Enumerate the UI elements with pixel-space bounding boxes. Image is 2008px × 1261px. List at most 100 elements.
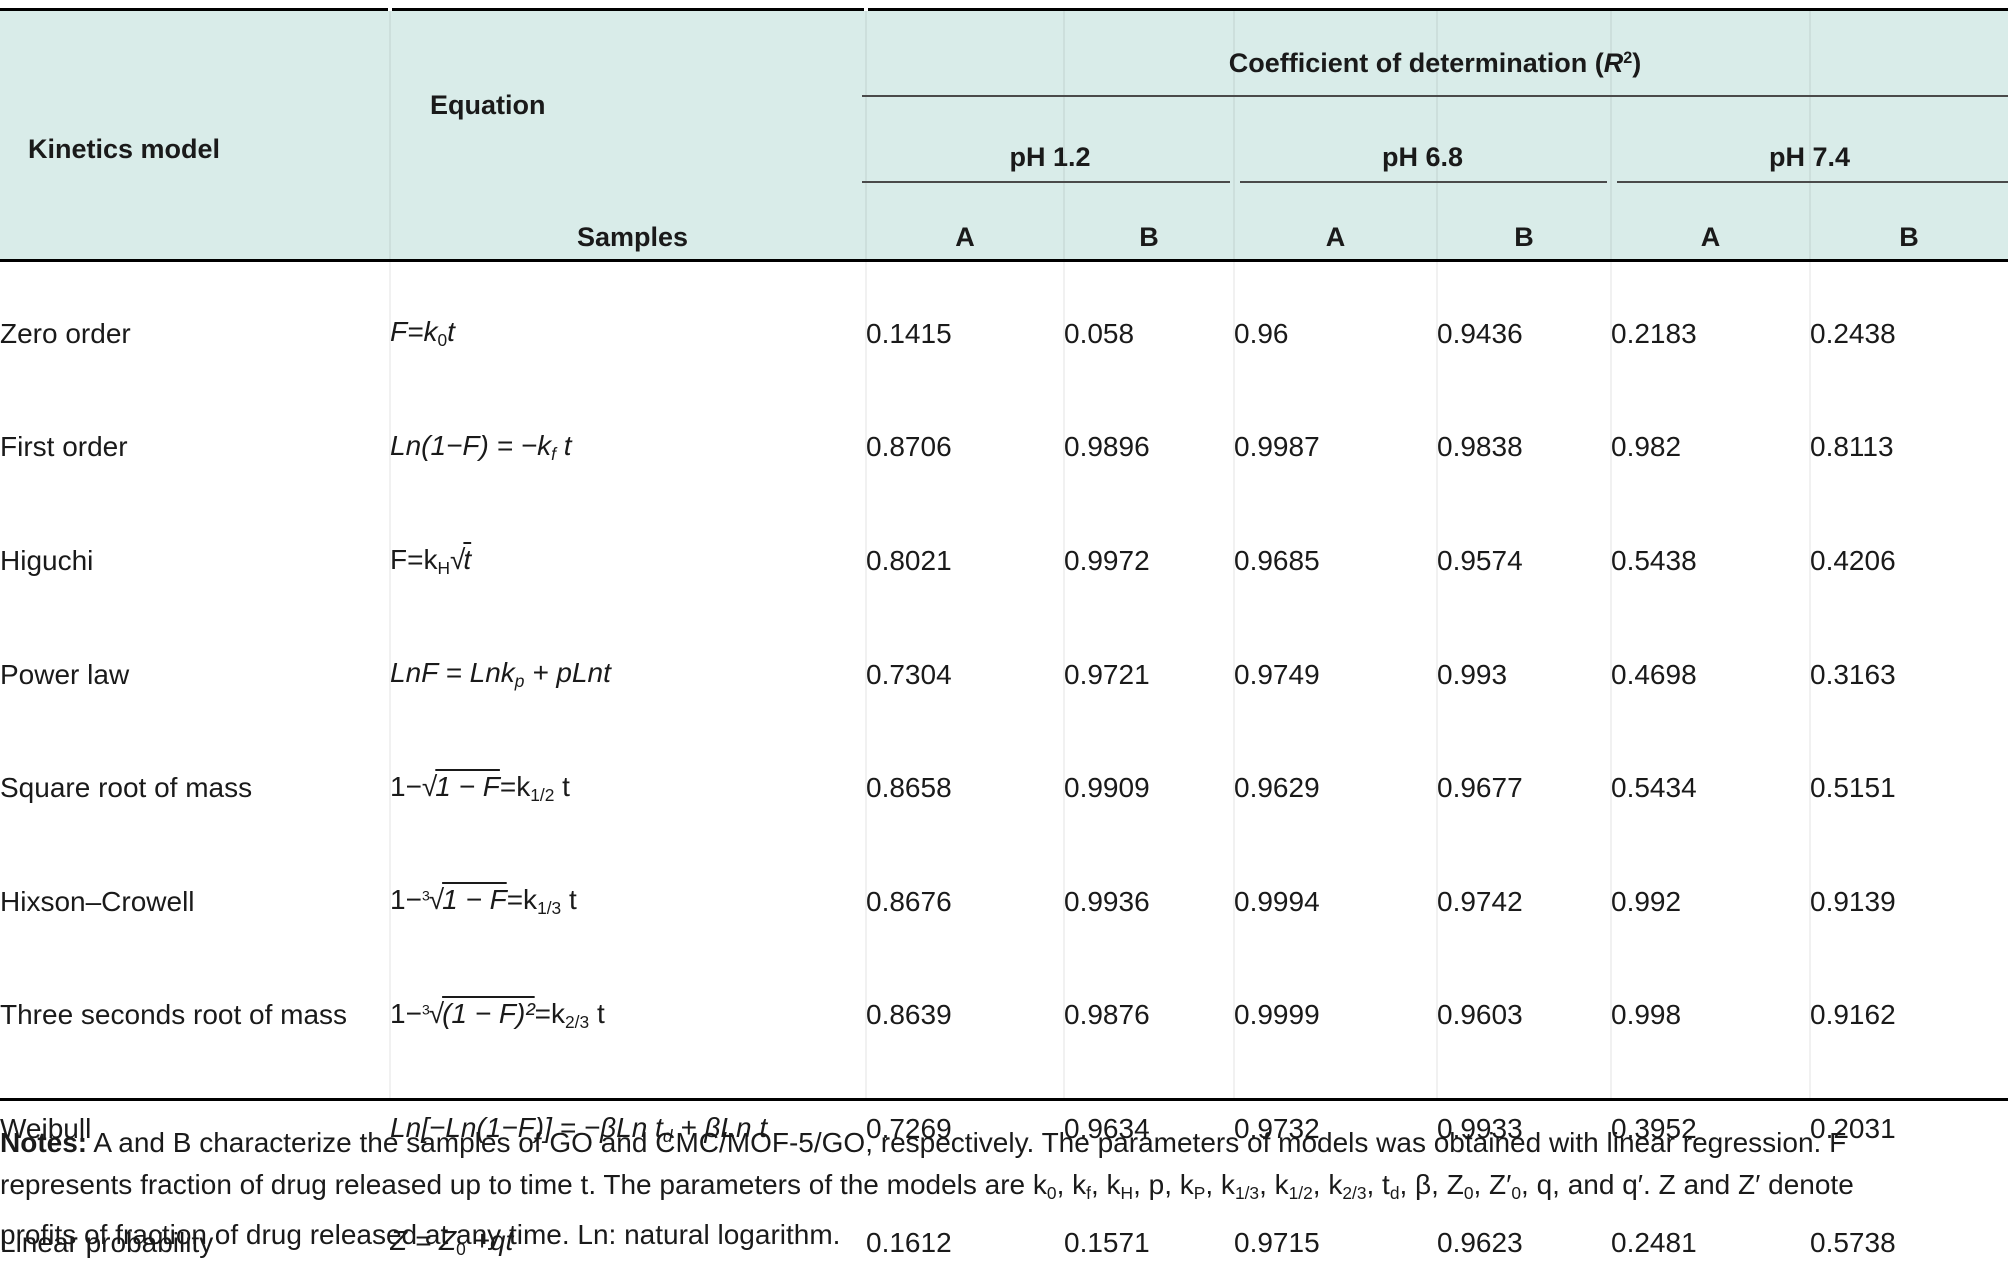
sample-col-label-6: B bbox=[1899, 222, 1919, 252]
ph-group-label-2: pH 6.8 bbox=[1381, 142, 1464, 172]
equation-header: Equation bbox=[430, 90, 546, 120]
r2-title-rule bbox=[862, 95, 2008, 97]
r2-value: 0.9685 bbox=[1234, 544, 1320, 576]
r2-value: 0.9909 bbox=[1064, 772, 1150, 804]
ph-group-rule-3 bbox=[1617, 181, 2008, 183]
r2-value: 0.982 bbox=[1611, 431, 1682, 463]
r2-value: 0.9629 bbox=[1234, 772, 1320, 804]
sample-col-label-1: A bbox=[955, 222, 975, 252]
table-row: Higuchi F=kH√t 0.8021 0.9972 0.9685 0.95… bbox=[0, 489, 2008, 603]
model-equation: 1−√1 − F=k1/2 t bbox=[390, 770, 570, 805]
notes-line-3: profits of fraction of drug released at … bbox=[0, 1218, 841, 1250]
r2-value: 0.8639 bbox=[866, 999, 952, 1031]
r2-value: 0.3952 bbox=[1611, 1112, 1697, 1144]
r2-value: 0.8658 bbox=[866, 772, 952, 804]
notes-line-1: Notes: A and B characterize the samples … bbox=[0, 1127, 1847, 1158]
r2-value: 0.4206 bbox=[1810, 544, 1896, 576]
r2-value: 0.9987 bbox=[1234, 431, 1320, 463]
table-row: Zero order F=k0t 0.1415 0.058 0.96 0.943… bbox=[0, 262, 2008, 376]
sample-col-label-3: A bbox=[1325, 222, 1346, 252]
model-name: First order bbox=[0, 431, 128, 463]
table-top-border bbox=[0, 8, 388, 11]
kinetics-table: Zero order F=k0t 0.1415 0.058 0.96 0.943… bbox=[0, 262, 2008, 1261]
table-row: First order Ln(1−F) = −kf t 0.8706 0.989… bbox=[0, 376, 2008, 490]
table-row: Square root of mass 1−√1 − F=k1/2 t 0.86… bbox=[0, 716, 2008, 830]
kinetics-table-body: Zero order F=k0t 0.1415 0.058 0.96 0.943… bbox=[0, 262, 2008, 1261]
r2-value: 0.7304 bbox=[866, 658, 952, 690]
model-name: Higuchi bbox=[0, 544, 94, 576]
table-row: Linear probability Z = Z0 +qt 0.1612 0.1… bbox=[0, 1171, 2008, 1261]
model-name: Three seconds root of mass bbox=[0, 999, 348, 1031]
model-equation: Z = Z0 +qt bbox=[390, 1225, 514, 1259]
r2-value: 0.7269 bbox=[866, 1112, 952, 1144]
table-row: Hixson–Crowell 1−3√1 − F=k1/3 t 0.8676 0… bbox=[0, 830, 2008, 944]
r2-value: 0.9749 bbox=[1234, 658, 1320, 690]
model-name: Linear probability bbox=[0, 1226, 214, 1258]
model-equation: F=kH√t bbox=[390, 543, 472, 578]
r2-value: 0.9936 bbox=[1064, 885, 1150, 917]
r2-value: 0.9838 bbox=[1437, 431, 1523, 463]
column-separator bbox=[389, 11, 391, 1098]
r2-value: 0.5151 bbox=[1810, 772, 1896, 804]
header-bottom-border bbox=[0, 259, 2008, 262]
r2-value: 0.9876 bbox=[1064, 999, 1150, 1031]
sample-col-label-4: B bbox=[1514, 222, 1534, 252]
table-top-border bbox=[392, 8, 864, 11]
r2-value: 0.8706 bbox=[866, 431, 952, 463]
r2-value: 0.8676 bbox=[866, 885, 952, 917]
model-name: Square root of mass bbox=[0, 772, 253, 804]
r2-value: 0.4698 bbox=[1611, 658, 1697, 690]
r2-value: 0.9623 bbox=[1437, 1226, 1523, 1258]
column-separator bbox=[865, 11, 867, 1098]
r2-value: 0.8113 bbox=[1810, 431, 1894, 463]
r2-value: 0.2481 bbox=[1611, 1226, 1697, 1258]
r2-value: 0.1571 bbox=[1064, 1226, 1150, 1258]
ph-group-label-3: pH 7.4 bbox=[1768, 142, 1851, 172]
r2-value: 0.9677 bbox=[1437, 772, 1523, 804]
column-separator bbox=[1809, 11, 1811, 1098]
r2-value: 0.1612 bbox=[866, 1226, 952, 1258]
table-notes: Notes: A and B characterize the samples … bbox=[0, 1122, 2008, 1256]
r2-value: 0.9715 bbox=[1234, 1226, 1320, 1258]
r2-value: 0.1415 bbox=[866, 317, 952, 349]
table-row: Weibull Ln[−Ln(1−F)] = −βLn td + βLn t 0… bbox=[0, 1057, 2008, 1171]
model-equation: 1−3√1 − F=k1/3 t bbox=[390, 884, 577, 919]
r2-value: 0.5434 bbox=[1611, 772, 1697, 804]
r2-value: 0.9896 bbox=[1064, 431, 1150, 463]
r2-value: 0.9742 bbox=[1437, 885, 1523, 917]
r2-value: 0.9574 bbox=[1437, 544, 1523, 576]
column-separator bbox=[1063, 11, 1065, 1098]
r2-value: 0.9933 bbox=[1437, 1112, 1523, 1144]
column-separator bbox=[1610, 11, 1612, 1098]
r2-value: 0.998 bbox=[1611, 999, 1682, 1031]
r2-value: 0.9721 bbox=[1064, 658, 1150, 690]
r2-value: 0.5438 bbox=[1611, 544, 1697, 576]
r2-value: 0.9994 bbox=[1234, 885, 1320, 917]
sample-col-label-2: B bbox=[1139, 222, 1159, 252]
model-name: Weibull bbox=[0, 1112, 92, 1144]
table-header-background bbox=[0, 11, 2008, 259]
model-equation: Ln(1−F) = −kf t bbox=[390, 429, 572, 464]
table-row: Three seconds root of mass 1−3√(1 − F)²=… bbox=[0, 944, 2008, 1058]
table-row: Power law LnF = Lnkp + pLnt 0.7304 0.972… bbox=[0, 603, 2008, 717]
r2-value: 0.9603 bbox=[1437, 999, 1523, 1031]
r2-title: Coefficient of determination (R2) bbox=[1228, 48, 1642, 78]
r2-value: 0.058 bbox=[1064, 317, 1135, 349]
table-bottom-border bbox=[0, 1098, 2008, 1101]
model-name: Zero order bbox=[0, 317, 131, 349]
r2-value: 0.992 bbox=[1611, 885, 1682, 917]
r2-value: 0.3163 bbox=[1810, 658, 1896, 690]
model-equation: 1−3√(1 − F)²=k2/3 t bbox=[390, 997, 605, 1032]
ph-group-rule-1 bbox=[862, 181, 1230, 183]
column-separator bbox=[1436, 11, 1438, 1098]
model-equation: F=k0t bbox=[390, 316, 455, 351]
model-equation: LnF = Lnkp + pLnt bbox=[390, 657, 611, 691]
sample-col-label-5: A bbox=[1700, 222, 1721, 252]
table-top-border bbox=[868, 8, 2008, 11]
r2-value: 0.993 bbox=[1437, 658, 1508, 690]
ph-group-rule-2 bbox=[1240, 181, 1607, 183]
r2-value: 0.96 bbox=[1234, 317, 1289, 349]
samples-header: Samples bbox=[576, 222, 688, 252]
model-equation: Ln[−Ln(1−F)] = −βLn td + βLn t bbox=[390, 1111, 768, 1146]
